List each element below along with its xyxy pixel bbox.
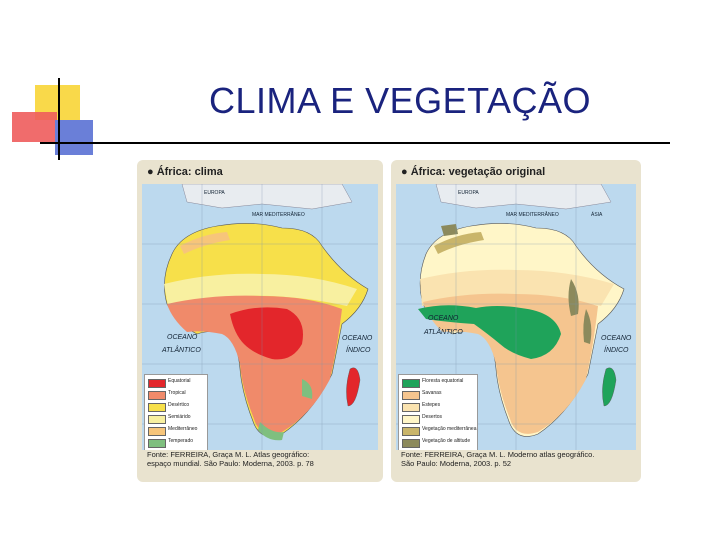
- label-ocean-indian-1: OCEANO: [342, 335, 373, 342]
- vegetation-source: Fonte: FERREIRA, Graça M. L. Moderno atl…: [401, 450, 594, 468]
- vegetation-source-line2: São Paulo: Moderna, 2003. p. 52: [401, 459, 512, 468]
- climate-map-panel: ● África: clima: [137, 160, 383, 482]
- legend-swatch: [402, 403, 420, 412]
- vegetation-map-panel: ● África: vegetação original: [391, 160, 641, 482]
- climate-legend: Equatorial Tropical Desértico Semiárido …: [144, 374, 208, 450]
- legend-swatch: [402, 439, 420, 448]
- legend-item: Floresta equatorial: [402, 378, 463, 388]
- legend-swatch: [148, 439, 166, 448]
- legend-swatch: [402, 415, 420, 424]
- vegetation-legend: Floresta equatorial Savanas Estepes Dese…: [398, 374, 478, 450]
- label-ocean-indian-2: ÍNDICO: [346, 345, 371, 354]
- legend-item: Vegetação de altitude: [402, 438, 470, 448]
- legend-item: Semiárido: [148, 414, 208, 424]
- vegetation-source-line1: Fonte: FERREIRA, Graça M. L. Moderno atl…: [401, 450, 595, 459]
- legend-item: Estepes: [402, 402, 462, 412]
- climate-source-line1: Fonte: FERREIRA, Graça M. L. Atlas geogr…: [147, 450, 310, 459]
- decor-vertical-line: [58, 78, 60, 160]
- title-rule: [40, 142, 670, 144]
- legend-swatch: [402, 379, 420, 388]
- label-ocean-atlantic-2: ATLÂNTICO: [161, 345, 201, 354]
- label-europe: EUROPA: [204, 190, 225, 196]
- page-title: CLIMA E VEGETAÇÃO: [209, 80, 591, 121]
- legend-swatch: [148, 415, 166, 424]
- climate-source-line2: espaço mundial. São Paulo: Moderna, 2003…: [147, 459, 314, 468]
- legend-item: Vegetação mediterrânea: [402, 426, 476, 436]
- climate-map: EUROPA MAR MEDITERRÂNEO OCEANO ATLÂNTICO…: [142, 184, 378, 450]
- legend-swatch: [402, 427, 420, 436]
- legend-item: Temperado: [148, 438, 208, 448]
- legend-swatch: [402, 391, 420, 400]
- label-europe: EUROPA: [458, 190, 479, 196]
- legend-item: Desertos: [402, 414, 462, 424]
- decor-red-block: [12, 112, 57, 142]
- label-asia: ÁSIA: [591, 211, 603, 218]
- label-ocean-indian-1: OCEANO: [601, 335, 632, 342]
- label-ocean-atlantic-1: OCEANO: [428, 315, 459, 322]
- vegetation-map-graphic: EUROPA MAR MEDITERRÂNEO ÁSIA OCEANO ATLÂ…: [396, 184, 636, 450]
- decor-blue-block: [55, 120, 93, 155]
- legend-item: Equatorial: [148, 378, 208, 388]
- climate-map-heading: ● África: clima: [147, 166, 223, 178]
- legend-item: Savanas: [402, 390, 462, 400]
- label-sea: MAR MEDITERRÂNEO: [506, 211, 559, 218]
- legend-item: Mediterrâneo: [148, 426, 208, 436]
- climate-source: Fonte: FERREIRA, Graça M. L. Atlas geogr…: [147, 450, 314, 468]
- label-ocean-indian-2: ÍNDICO: [604, 345, 629, 354]
- legend-item: Tropical: [148, 390, 208, 400]
- vegetation-map-heading: ● África: vegetação original: [401, 166, 546, 178]
- label-ocean-atlantic-1: OCEANO: [167, 334, 198, 341]
- legend-item: Desértico: [148, 402, 208, 412]
- label-ocean-atlantic-2: ATLÂNTICO: [423, 327, 463, 336]
- legend-swatch: [148, 379, 166, 388]
- label-sea: MAR MEDITERRÂNEO: [252, 211, 305, 218]
- vegetation-map: EUROPA MAR MEDITERRÂNEO ÁSIA OCEANO ATLÂ…: [396, 184, 636, 450]
- legend-swatch: [148, 427, 166, 436]
- climate-map-graphic: EUROPA MAR MEDITERRÂNEO OCEANO ATLÂNTICO…: [142, 184, 378, 450]
- legend-swatch: [148, 403, 166, 412]
- legend-swatch: [148, 391, 166, 400]
